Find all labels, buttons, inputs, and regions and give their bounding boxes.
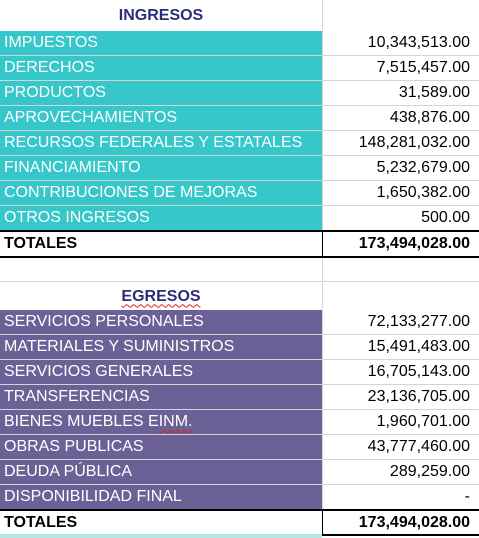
egresos-row: MATERIALES Y SUMINISTROS 15,491,483.00 — [0, 335, 479, 360]
egresos-row-value: 43,777,460.00 — [322, 435, 479, 459]
egresos-total-row: TOTALES 173,494,028.00 — [0, 509, 479, 536]
ingresos-row: CONTRIBUCIONES DE MEJORAS 1,650,382.00 — [0, 181, 479, 206]
ingresos-row-value: 10,343,513.00 — [322, 31, 479, 55]
egresos-row-label: OBRAS PUBLICAS — [0, 435, 322, 459]
ingresos-header-value-cell — [322, 0, 479, 31]
ingresos-row-value: 7,515,457.00 — [322, 56, 479, 80]
ingresos-row-label: FINANCIAMIENTO — [0, 156, 322, 180]
egresos-row-value: 16,705,143.00 — [322, 360, 479, 384]
ingresos-total-value: 173,494,028.00 — [322, 232, 479, 256]
egresos-row-label: TRANSFERENCIAS — [0, 385, 322, 409]
egresos-row-value: 15,491,483.00 — [322, 335, 479, 359]
ingresos-row-value: 1,650,382.00 — [322, 181, 479, 205]
ingresos-row: PRODUCTOS 31,589.00 — [0, 81, 479, 106]
ingresos-title: INGRESOS — [118, 6, 204, 24]
ingresos-row-label: APROVECHAMIENTOS — [0, 106, 322, 130]
egresos-row-value: 23,136,705.00 — [322, 385, 479, 409]
ingresos-row-label: RECURSOS FEDERALES Y ESTATALES — [0, 131, 322, 155]
ingresos-row-label: OTROS INGRESOS — [0, 206, 322, 230]
egresos-header-row: EGRESOS — [0, 283, 479, 310]
egresos-row-label: MATERIALES Y SUMINISTROS — [0, 335, 322, 359]
egresos-row: OBRAS PUBLICAS 43,777,460.00 — [0, 435, 479, 460]
egresos-row: SERVICIOS GENERALES 16,705,143.00 — [0, 360, 479, 385]
ingresos-row-value: 31,589.00 — [322, 81, 479, 105]
ingresos-row-value: 148,281,032.00 — [322, 131, 479, 155]
egresos-header-value-cell — [322, 283, 479, 310]
blank-cell — [322, 258, 479, 281]
ingresos-row-label: DERECHOS — [0, 56, 322, 80]
egresos-row: TRANSFERENCIAS 23,136,705.00 — [0, 385, 479, 410]
ingresos-row: DERECHOS 7,515,457.00 — [0, 56, 479, 81]
egresos-title: EGRESOS — [121, 287, 201, 305]
next-row-strip — [0, 534, 479, 538]
ingresos-header-row: INGRESOS — [0, 0, 479, 31]
egresos-row-label: DEUDA PÚBLICA — [0, 460, 322, 484]
egresos-row: DEUDA PÚBLICA 289,259.00 — [0, 460, 479, 485]
egresos-total-value: 173,494,028.00 — [322, 511, 479, 534]
egresos-row-label: SERVICIOS GENERALES — [0, 360, 322, 384]
blank-row — [0, 258, 479, 282]
ingresos-row: IMPUESTOS 10,343,513.00 — [0, 31, 479, 56]
ingresos-row: OTROS INGRESOS 500.00 — [0, 206, 479, 231]
ingresos-row: APROVECHAMIENTOS 438,876.00 — [0, 106, 479, 131]
egresos-row: DISPONIBILIDAD FINAL - — [0, 485, 479, 510]
egresos-row: BIENES MUEBLES E INM. 1,960,701.00 — [0, 410, 479, 435]
egresos-row: SERVICIOS PERSONALES 72,133,277.00 — [0, 310, 479, 335]
ingresos-row-value: 438,876.00 — [322, 106, 479, 130]
egresos-row-label: SERVICIOS PERSONALES — [0, 310, 322, 334]
egresos-row-label: BIENES MUEBLES E INM. — [0, 410, 322, 434]
ingresos-row-value: 500.00 — [322, 206, 479, 230]
blank-cell — [0, 258, 322, 281]
ingresos-row: FINANCIAMIENTO 5,232,679.00 — [0, 156, 479, 181]
egresos-row-value: 1,960,701.00 — [322, 410, 479, 434]
ingresos-total-row: TOTALES 173,494,028.00 — [0, 230, 479, 258]
egresos-row-value: 289,259.00 — [322, 460, 479, 484]
ingresos-row-label: IMPUESTOS — [0, 31, 322, 55]
ingresos-row-label: CONTRIBUCIONES DE MEJORAS — [0, 181, 322, 205]
egresos-row-label: DISPONIBILIDAD FINAL — [0, 485, 322, 509]
egresos-total-label: TOTALES — [4, 513, 78, 531]
ingresos-row-label: PRODUCTOS — [0, 81, 322, 105]
ingresos-row-value: 5,232,679.00 — [322, 156, 479, 180]
ingresos-total-label: TOTALES — [4, 235, 78, 252]
ingresos-row: RECURSOS FEDERALES Y ESTATALES 148,281,0… — [0, 131, 479, 156]
egresos-row-value: 72,133,277.00 — [322, 310, 479, 334]
egresos-row-value: - — [322, 485, 479, 509]
